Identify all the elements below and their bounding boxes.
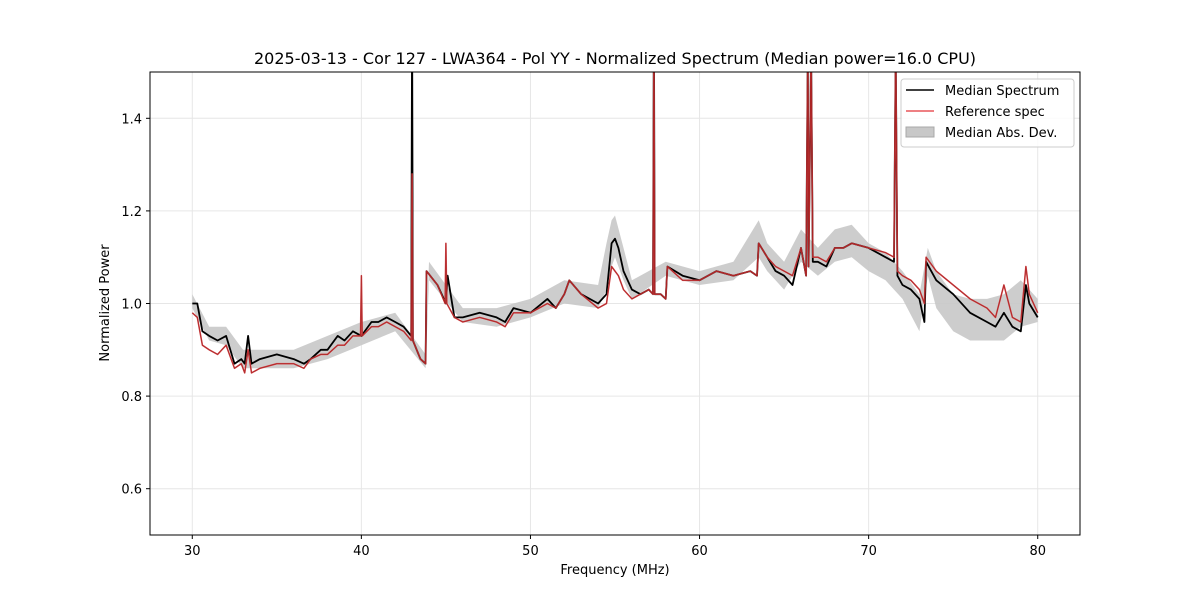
tick-layer: 30 40 50 60 70 80 0.6 0.8 1.0 1.2 1.4: [121, 112, 1046, 559]
x-axis-label: Frequency (MHz): [560, 563, 669, 578]
y-tick-label: 1.4: [121, 112, 142, 127]
y-axis-label: Normalized Power: [98, 244, 113, 362]
legend: Median Spectrum Reference spec Median Ab…: [900, 78, 1075, 148]
chart-title: 2025-03-13 - Cor 127 - LWA364 - Pol YY -…: [254, 49, 976, 68]
legend-box: [900, 78, 1075, 148]
legend-reference-label: Reference spec: [945, 105, 1045, 120]
x-tick-label: 60: [691, 544, 708, 559]
mad-band: [192, 215, 1038, 369]
x-tick-label: 40: [353, 544, 370, 559]
legend-mad-label: Median Abs. Dev.: [945, 126, 1057, 141]
y-tick-label: 0.8: [121, 390, 142, 405]
x-tick-label: 50: [522, 544, 539, 559]
legend-mad-swatch: [905, 126, 935, 138]
overlap-spectrum-line: [191, 72, 1039, 374]
x-tick-label: 30: [184, 544, 201, 559]
y-tick-label: 1.2: [121, 205, 142, 220]
x-tick-label: 70: [860, 544, 877, 559]
data-layer: [191, 72, 1039, 374]
y-tick-label: 0.6: [121, 483, 142, 498]
x-tick-label: 80: [1029, 544, 1046, 559]
y-tick-label: 1.0: [121, 298, 142, 313]
legend-median-label: Median Spectrum: [945, 84, 1059, 99]
